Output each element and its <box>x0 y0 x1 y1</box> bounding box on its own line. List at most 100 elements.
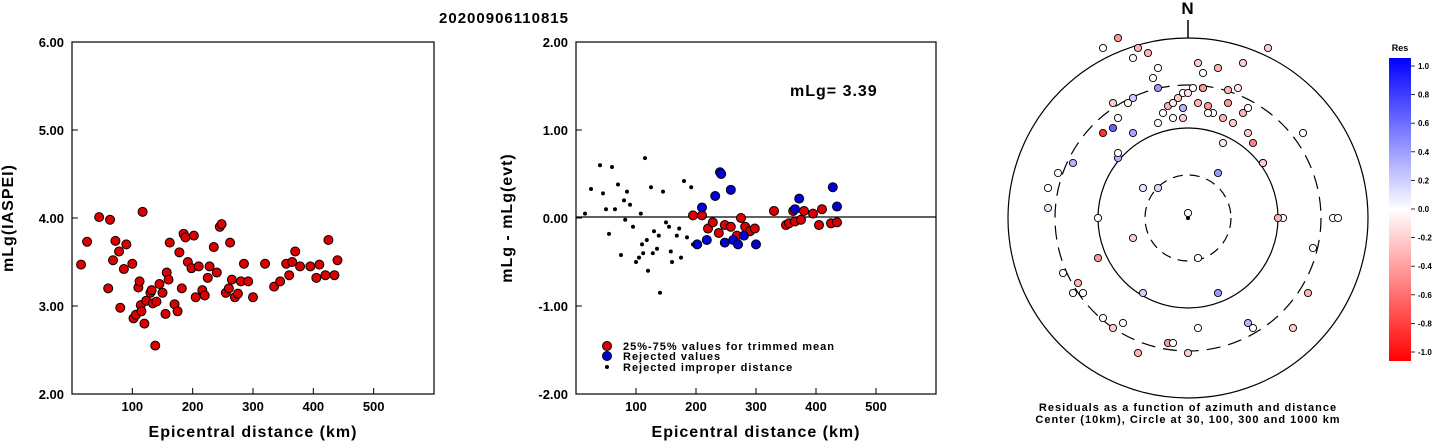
colorbar-tick-label: 0.8 <box>1418 91 1430 100</box>
residual-point <box>1203 101 1213 111</box>
residual-point <box>1168 113 1178 123</box>
panel-mlg-residual: -2.00 -1.00 0.00 1.00 2.00 100 200 300 400 500 m… <box>499 35 937 441</box>
residual-point <box>1043 183 1053 193</box>
data-point <box>275 276 286 287</box>
rejected-point <box>832 201 842 212</box>
data-point <box>114 246 125 257</box>
residual-point <box>1333 213 1343 223</box>
data-point <box>225 237 236 248</box>
colorbar-tick-label: 0.2 <box>1418 176 1430 185</box>
trimmed-point <box>799 205 809 216</box>
data-point <box>105 214 116 225</box>
residual-point <box>1228 118 1238 128</box>
data-point <box>290 246 301 257</box>
data-point <box>202 272 213 283</box>
data-point <box>134 276 145 287</box>
colorbar: Res 1.0 0.8 0.6 0.4 0.2 0.0 -0.2 -0.4 -0.6 -0.8 -1… <box>1389 43 1432 361</box>
x-tick-labels: 100 200 300 400 500 <box>625 388 887 414</box>
panel-mlg-iaspei: 2.00 3.00 4.00 5.00 6.00 100 200 300 400 500 Epi… <box>0 35 435 441</box>
residual-point <box>1188 83 1198 93</box>
residual-point <box>1128 233 1138 243</box>
residual-point <box>1118 318 1128 328</box>
improper-distance-point <box>607 231 611 236</box>
residual-point <box>1193 58 1203 68</box>
residual-point <box>1298 128 1308 138</box>
colorbar-tick-label: 1.0 <box>1418 62 1430 71</box>
data-point <box>164 237 175 248</box>
residual-point <box>1193 98 1203 108</box>
improper-distance-point <box>643 156 647 161</box>
plot-frame <box>71 41 435 395</box>
colorbar-tick-label: -0.2 <box>1418 234 1432 243</box>
improper-distance-point <box>613 207 617 212</box>
residual-point <box>1143 48 1153 58</box>
residual-point <box>1223 85 1233 95</box>
trimmed-point <box>808 208 818 219</box>
improper-distance-point <box>641 251 646 256</box>
improper-distance-point <box>622 198 626 203</box>
residual-point <box>1113 113 1123 123</box>
rejected-point <box>739 230 749 241</box>
x-tick-label: 200 <box>685 399 707 414</box>
residual-point <box>1153 83 1163 93</box>
improper-distance-point <box>664 220 668 225</box>
improper-distance-point <box>628 202 632 207</box>
data-point <box>232 288 243 299</box>
data-point <box>180 232 191 243</box>
trimmed-point <box>736 213 746 223</box>
improper-distance-point <box>638 211 643 216</box>
trimmed-point <box>713 227 724 238</box>
data-point <box>94 212 105 223</box>
colorbar-tick-label: 0.4 <box>1418 148 1430 157</box>
x-axis-label: Epicentral distance (km) <box>652 424 861 441</box>
trimmed-point <box>769 205 779 216</box>
legend: 25%-75% values for trimmed mean Rejected… <box>602 341 834 374</box>
residual-point <box>1168 98 1178 108</box>
residual-point <box>1098 43 1108 53</box>
data-point <box>151 296 162 307</box>
residual-point <box>1113 148 1123 158</box>
data-point <box>176 283 187 294</box>
y-tick-label: 3.00 <box>39 299 64 314</box>
residual-point <box>1303 288 1313 298</box>
x-tick-label: 300 <box>242 399 264 414</box>
data-point <box>163 274 174 285</box>
improper-distance-point <box>646 268 650 273</box>
data-point <box>243 276 254 287</box>
center-marker <box>1186 216 1190 220</box>
residual-point <box>1078 288 1088 298</box>
improper-distance-point <box>652 229 656 234</box>
improper-distance-point <box>649 185 653 190</box>
improper-distance-point <box>616 182 620 187</box>
residual-point <box>1238 108 1248 118</box>
residual-point <box>1183 348 1193 358</box>
colorbar-tick-label: -0.8 <box>1418 319 1432 328</box>
y-tick-label: 1.00 <box>543 123 568 138</box>
improper-distance-point <box>677 226 682 231</box>
residual-point <box>1183 208 1193 218</box>
y-tick-label: 2.00 <box>543 35 568 50</box>
data-point <box>295 261 306 272</box>
residual-point <box>1173 93 1183 103</box>
data-point <box>311 272 322 283</box>
improper-distance-point <box>668 249 673 254</box>
residual-point <box>1138 183 1148 193</box>
data-point <box>216 219 227 230</box>
improper-distance-point <box>670 260 674 264</box>
improper-distance-point <box>623 217 628 222</box>
residual-point <box>1183 88 1193 98</box>
data-point <box>172 306 183 317</box>
x-tick-label: 500 <box>865 399 887 414</box>
rejected-point <box>701 235 712 245</box>
improper-distance-point <box>685 235 689 240</box>
data-point <box>115 302 126 313</box>
trimmed-point <box>707 217 718 228</box>
y-tick-labels: -2.00 -1.00 0.00 1.00 2.00 <box>538 35 582 402</box>
trimmed-point <box>725 221 736 232</box>
residual-point <box>1233 83 1243 93</box>
residual-point <box>1153 183 1163 193</box>
data-point <box>238 258 249 269</box>
improper-distance-point <box>667 224 671 229</box>
residual-point <box>1218 113 1228 123</box>
residual-point <box>1198 83 1208 93</box>
